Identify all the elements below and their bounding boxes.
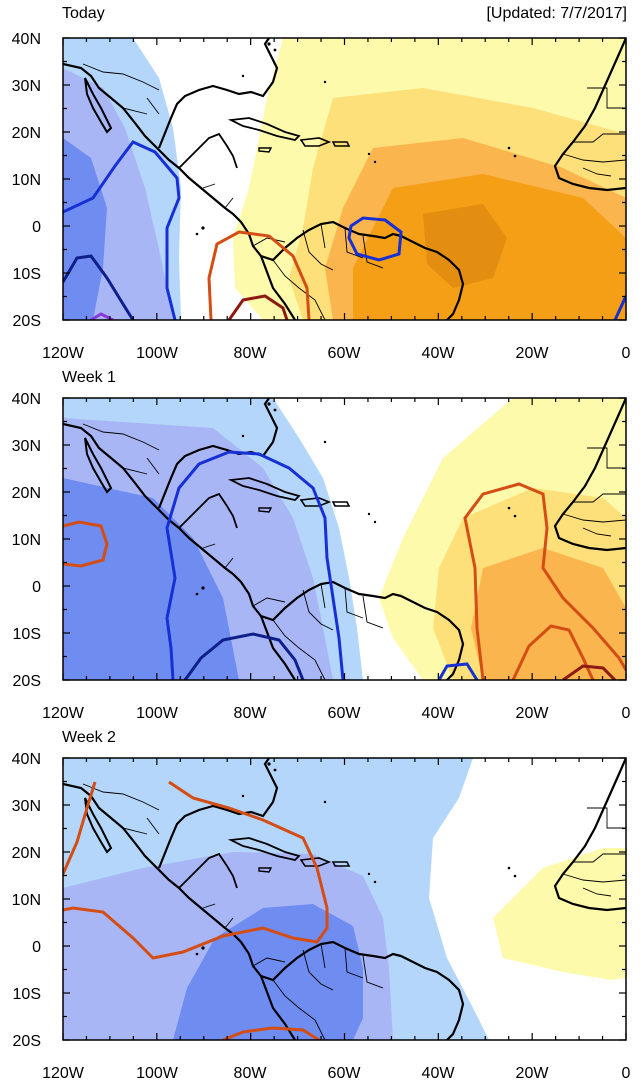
x-label-20w: 20W xyxy=(516,705,550,722)
x-label-100w: 100W xyxy=(136,345,179,362)
y-label-eq: 0 xyxy=(32,939,41,956)
y-label-eq: 0 xyxy=(32,219,41,236)
panel-today: Today [Updated: 7/7/2017] xyxy=(12,5,631,362)
y-label-30n: 30N xyxy=(12,78,41,95)
contour-blue-small xyxy=(437,662,479,680)
y-label-10s: 10S xyxy=(13,986,41,1003)
x-label-60w: 60W xyxy=(328,345,362,362)
y-label-30n: 30N xyxy=(12,798,41,815)
y-label-10n: 10N xyxy=(12,532,41,549)
y-axis-labels: 40N 30N 20N 10N 0 10S 20S xyxy=(12,391,41,690)
panel-week1: Week 1 40N xyxy=(12,369,631,722)
shade-negative-3 xyxy=(63,138,107,320)
y-label-20n: 20N xyxy=(12,845,41,862)
shade-positive-3 xyxy=(471,548,626,680)
x-label-100w: 100W xyxy=(136,1065,179,1082)
contour-purple xyxy=(90,312,114,320)
y-label-40n: 40N xyxy=(12,391,41,408)
contour-darkred xyxy=(227,294,289,320)
x-label-60w: 60W xyxy=(328,705,362,722)
axis-ticks xyxy=(62,37,627,321)
y-label-10s: 10S xyxy=(13,266,41,283)
panel-week2: Week 2 40N 30N 20N 10N 0 10S 20S xyxy=(12,729,631,1082)
y-axis-labels: 40N 30N 20N 10N 0 10S 20S xyxy=(12,751,41,1050)
contour-navy xyxy=(63,254,135,320)
map-area xyxy=(63,398,626,680)
x-label-40w: 40W xyxy=(422,705,456,722)
contour-orange xyxy=(207,230,311,320)
y-label-40n: 40N xyxy=(12,31,41,48)
x-label-0: 0 xyxy=(622,705,631,722)
map-area xyxy=(63,758,626,1040)
x-label-120w: 120W xyxy=(42,345,85,362)
contour-navy xyxy=(183,632,305,680)
contour-blue-loop xyxy=(347,216,403,262)
x-axis-labels: 120W 100W 80W 60W 40W 20W 0 xyxy=(42,705,630,722)
contour-darkred xyxy=(562,664,617,680)
y-label-20s: 20S xyxy=(13,673,41,690)
y-label-20n: 20N xyxy=(12,485,41,502)
contour-orange-top-left xyxy=(63,781,97,875)
x-label-120w: 120W xyxy=(42,705,85,722)
y-label-20s: 20S xyxy=(13,313,41,330)
map-area xyxy=(63,38,626,320)
x-label-80w: 80W xyxy=(234,1065,268,1082)
x-label-0: 0 xyxy=(622,345,631,362)
y-label-eq: 0 xyxy=(32,579,41,596)
x-label-40w: 40W xyxy=(422,345,456,362)
y-label-10s: 10S xyxy=(13,626,41,643)
y-label-10n: 10N xyxy=(12,172,41,189)
axis-ticks xyxy=(62,397,627,681)
contour-orange xyxy=(463,482,626,680)
panel-title: Today xyxy=(62,5,105,22)
y-axis-labels: 40N 30N 20N 10N 0 10S 20S xyxy=(12,31,41,330)
panel-title: Week 2 xyxy=(62,729,116,746)
shade-negative-3 xyxy=(63,478,239,680)
x-label-60w: 60W xyxy=(328,1065,362,1082)
x-axis-labels: 120W 100W 80W 60W 40W 20W 0 xyxy=(42,345,630,362)
x-label-40w: 40W xyxy=(422,1065,456,1082)
y-label-40n: 40N xyxy=(12,751,41,768)
x-label-100w: 100W xyxy=(136,705,179,722)
contour-orange-left xyxy=(63,520,109,568)
y-label-10n: 10N xyxy=(12,892,41,909)
y-label-30n: 30N xyxy=(12,438,41,455)
shade-positive-5 xyxy=(423,204,507,288)
x-label-80w: 80W xyxy=(234,705,268,722)
contour-orange xyxy=(63,780,329,960)
x-axis-labels: 120W 100W 80W 60W 40W 20W 0 xyxy=(42,1065,630,1082)
x-label-120w: 120W xyxy=(42,1065,85,1082)
panel-title: Week 1 xyxy=(62,369,116,386)
x-label-20w: 20W xyxy=(516,345,550,362)
contour-blue xyxy=(63,140,181,320)
updated-label: [Updated: 7/7/2017] xyxy=(486,5,627,22)
x-label-20w: 20W xyxy=(516,1065,550,1082)
axis-ticks xyxy=(62,757,627,1041)
x-label-80w: 80W xyxy=(234,345,268,362)
y-label-20s: 20S xyxy=(13,1033,41,1050)
x-label-0: 0 xyxy=(622,1065,631,1082)
y-label-20n: 20N xyxy=(12,125,41,142)
contour-blue xyxy=(165,450,345,680)
